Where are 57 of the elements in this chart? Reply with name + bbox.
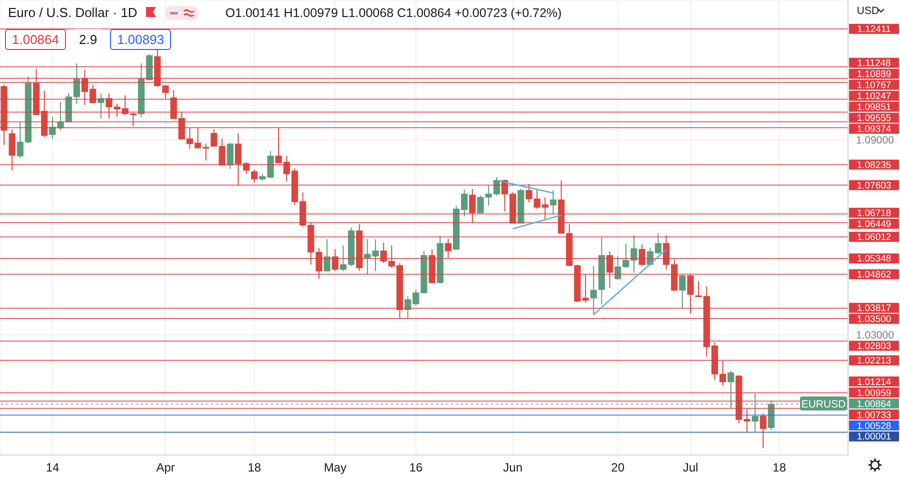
- y-axis-title: USD: [856, 5, 880, 17]
- x-tick-label: Apr: [156, 460, 175, 475]
- candlestick: [226, 142, 234, 170]
- ref-line-label: 1.01214: [856, 376, 892, 388]
- candlestick: [469, 188, 476, 224]
- ref-line-label: 1.06718: [856, 208, 892, 220]
- annotation: EURUSD: [801, 398, 846, 410]
- chart-subtitle: O1.00141 H1.00979 L1.00068 C1.00864 +0.00723 (+0.72%): [225, 6, 562, 20]
- candlestick: [638, 244, 646, 267]
- ref-line-label: 1.06012: [856, 232, 892, 244]
- ref-line-label: 1.10247: [856, 91, 892, 102]
- candlestick: [444, 238, 452, 258]
- ref-line-label: 1.00864: [856, 398, 892, 410]
- candlestick: [550, 190, 556, 215]
- candlestick: [324, 238, 330, 272]
- annotation: 2.9: [72, 29, 104, 50]
- candlestick: [8, 128, 16, 171]
- ref-line-label: 1.12411: [857, 24, 891, 36]
- y-tick-label: 1.09000: [856, 134, 894, 146]
- ref-line-label: 1.10767: [856, 80, 892, 92]
- x-tick-label: 18: [248, 460, 262, 475]
- candlestick: [687, 274, 694, 314]
- x-tick-label: 16: [409, 460, 423, 475]
- ref-line-label: 1.00528: [856, 420, 892, 432]
- ref-line-label: 1.02803: [856, 341, 892, 352]
- ref-line-label: 1.11248: [857, 58, 891, 70]
- ref-line-label: 1.02213: [856, 356, 892, 367]
- ref-line-label: 1.09555: [856, 113, 892, 124]
- ref-line-label: 1.09851: [856, 102, 892, 114]
- candlestick: [251, 169, 258, 183]
- candlestick: [606, 250, 614, 288]
- x-tick-label: Jul: [682, 460, 698, 475]
- x-tick-label: May: [324, 460, 346, 475]
- ref-line-label: 1.00959: [856, 388, 892, 399]
- ref-line-label: 1.07603: [856, 180, 892, 192]
- x-tick-label: 18: [772, 460, 786, 475]
- ref-line-label: 1.00733: [856, 410, 892, 421]
- y-tick-label: 1.03000: [856, 329, 894, 342]
- chart-title: Euro / U.S. Dollar · 1D: [8, 5, 138, 20]
- ref-line-label: 1.00001: [856, 432, 892, 443]
- candlestick: [679, 274, 686, 309]
- x-tick-label: Jun: [503, 460, 523, 475]
- candlestick: [332, 248, 338, 272]
- candlestick: [590, 266, 597, 316]
- ref-line-label: 1.08235: [856, 160, 892, 171]
- ref-line-label: 1.04862: [856, 270, 892, 281]
- ref-line-label: 1.03500: [856, 314, 892, 326]
- ref-line-label: 1.05348: [856, 254, 892, 265]
- annotation: 1.00864: [5, 29, 66, 50]
- ref-line-label: 1.06449: [856, 219, 892, 230]
- ref-line-label: 1.09374: [856, 124, 892, 136]
- ref-line-label: 1.03817: [856, 303, 892, 314]
- ref-line-label: 1.10889: [856, 69, 892, 80]
- x-tick-label: 14: [46, 460, 60, 475]
- annotation: 1.00893: [110, 29, 172, 50]
- x-tick-label: 20: [611, 460, 625, 475]
- candlestick: [760, 412, 766, 449]
